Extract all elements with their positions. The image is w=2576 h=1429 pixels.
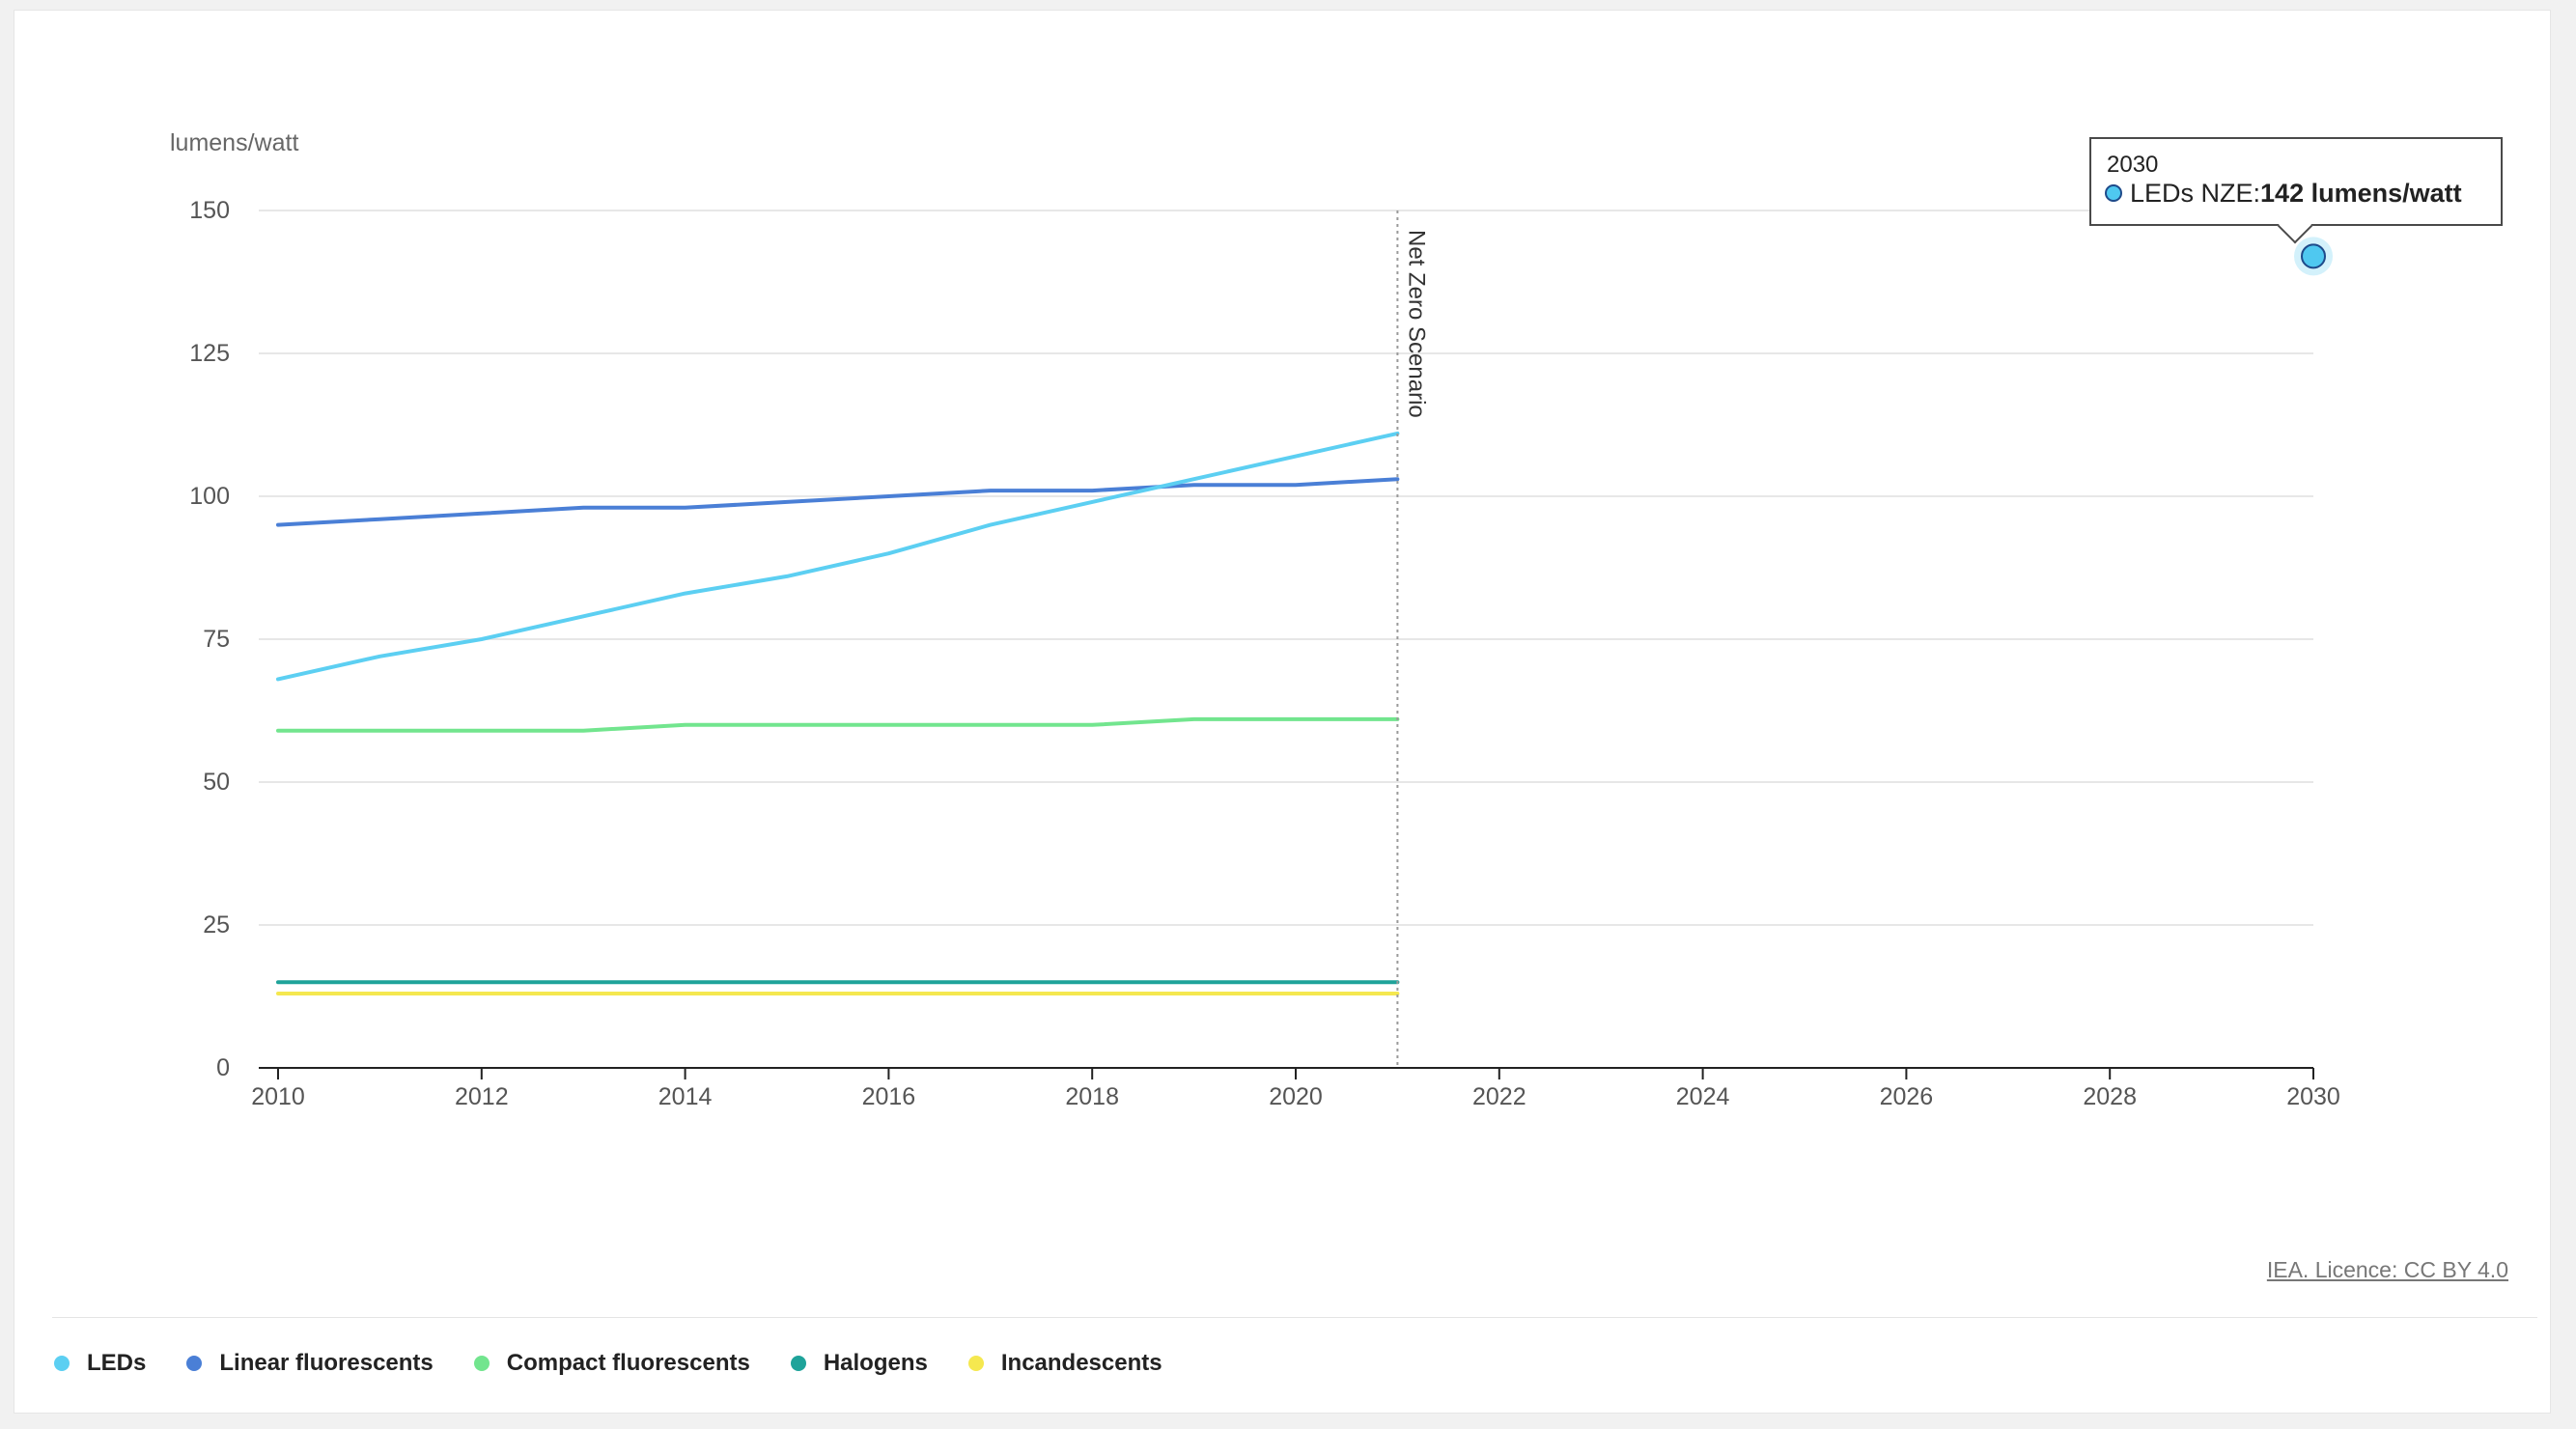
y-tick-label: 125 — [189, 340, 230, 367]
chart-legend: LEDs Linear fluorescents Compact fluoresce… — [54, 1350, 1203, 1377]
gridlines — [259, 210, 2313, 926]
legend-item-linear-fluorescents[interactable]: Linear fluorescents — [186, 1350, 434, 1377]
legend-dot-icon — [967, 1356, 984, 1371]
x-tick-label: 2014 — [658, 1083, 713, 1110]
legend-dot-icon — [790, 1356, 806, 1371]
licence-link[interactable]: IEA. Licence: CC BY 4.0 — [2266, 1257, 2508, 1282]
y-tick-label: 25 — [203, 911, 230, 939]
legend-label: Compact fluorescents — [506, 1350, 750, 1376]
data-tooltip: 2030 LEDs NZE: 142 lumens/watt — [2089, 137, 2503, 244]
x-tick-label: 2026 — [1880, 1083, 1934, 1110]
tooltip-row: LEDs NZE: 142 lumens/watt — [2105, 178, 2501, 209]
y-tick-label: 75 — [203, 626, 230, 653]
x-tick-label: 2016 — [862, 1083, 916, 1110]
x-tick-label: 2018 — [1065, 1083, 1119, 1110]
legend-item-leds[interactable]: LEDs — [54, 1350, 146, 1377]
x-tick-label: 2020 — [1269, 1083, 1323, 1110]
series-lines — [276, 431, 1400, 995]
y-tick-label: 100 — [189, 483, 230, 510]
x-tick-label: 2022 — [1472, 1083, 1526, 1110]
x-tick-label: 2024 — [1676, 1083, 1730, 1110]
net-zero-scenario-label: Net Zero Scenario — [1403, 230, 1429, 418]
x-tick-label: 2030 — [2286, 1083, 2340, 1110]
legend-label: Halogens — [823, 1350, 928, 1376]
scenario-point-leds-nze — [2301, 243, 2326, 269]
legend-item-compact-fluorescents[interactable]: Compact fluorescents — [473, 1350, 750, 1377]
x-tick-label: 2012 — [455, 1083, 509, 1110]
y-tick-label: 150 — [189, 197, 230, 224]
legend-dot-icon — [54, 1356, 70, 1371]
series-line-compact-fluorescents — [276, 716, 1400, 733]
scenario-points — [2294, 237, 2333, 276]
legend-item-incandescents[interactable]: Incandescents — [967, 1350, 1162, 1377]
x-tick-label: 2010 — [251, 1083, 305, 1110]
legend-dot-icon — [473, 1356, 490, 1371]
legend-label: Incandescents — [1000, 1350, 1162, 1376]
annotations: Net Zero Scenario — [1396, 210, 1429, 1068]
legend-label: Linear fluorescents — [219, 1350, 434, 1376]
series-line-linear-fluorescents — [276, 477, 1400, 527]
legend-dot-icon — [186, 1356, 203, 1371]
legend-divider — [52, 1317, 2537, 1318]
legend-label: LEDs — [87, 1350, 147, 1376]
tooltip-year: 2030 — [2107, 152, 2159, 178]
y-axis-label: lumens/watt — [170, 129, 298, 156]
legend-item-halogens[interactable]: Halogens — [790, 1350, 928, 1377]
chart-card — [14, 10, 2551, 1414]
y-tick-label: 0 — [216, 1054, 230, 1081]
x-tick-label: 2028 — [2083, 1083, 2137, 1110]
tooltip-series-label: LEDs NZE: — [2130, 179, 2261, 208]
series-line-leds — [276, 431, 1400, 682]
tooltip-value: 142 lumens/watt — [2260, 179, 2462, 208]
tooltip-series-dot-icon — [2105, 184, 2122, 202]
y-tick-label: 50 — [203, 769, 230, 796]
axes: 0 25 50 75 100 125 150 lumens/watt 2010 2012 2014 2… — [170, 129, 2340, 1110]
